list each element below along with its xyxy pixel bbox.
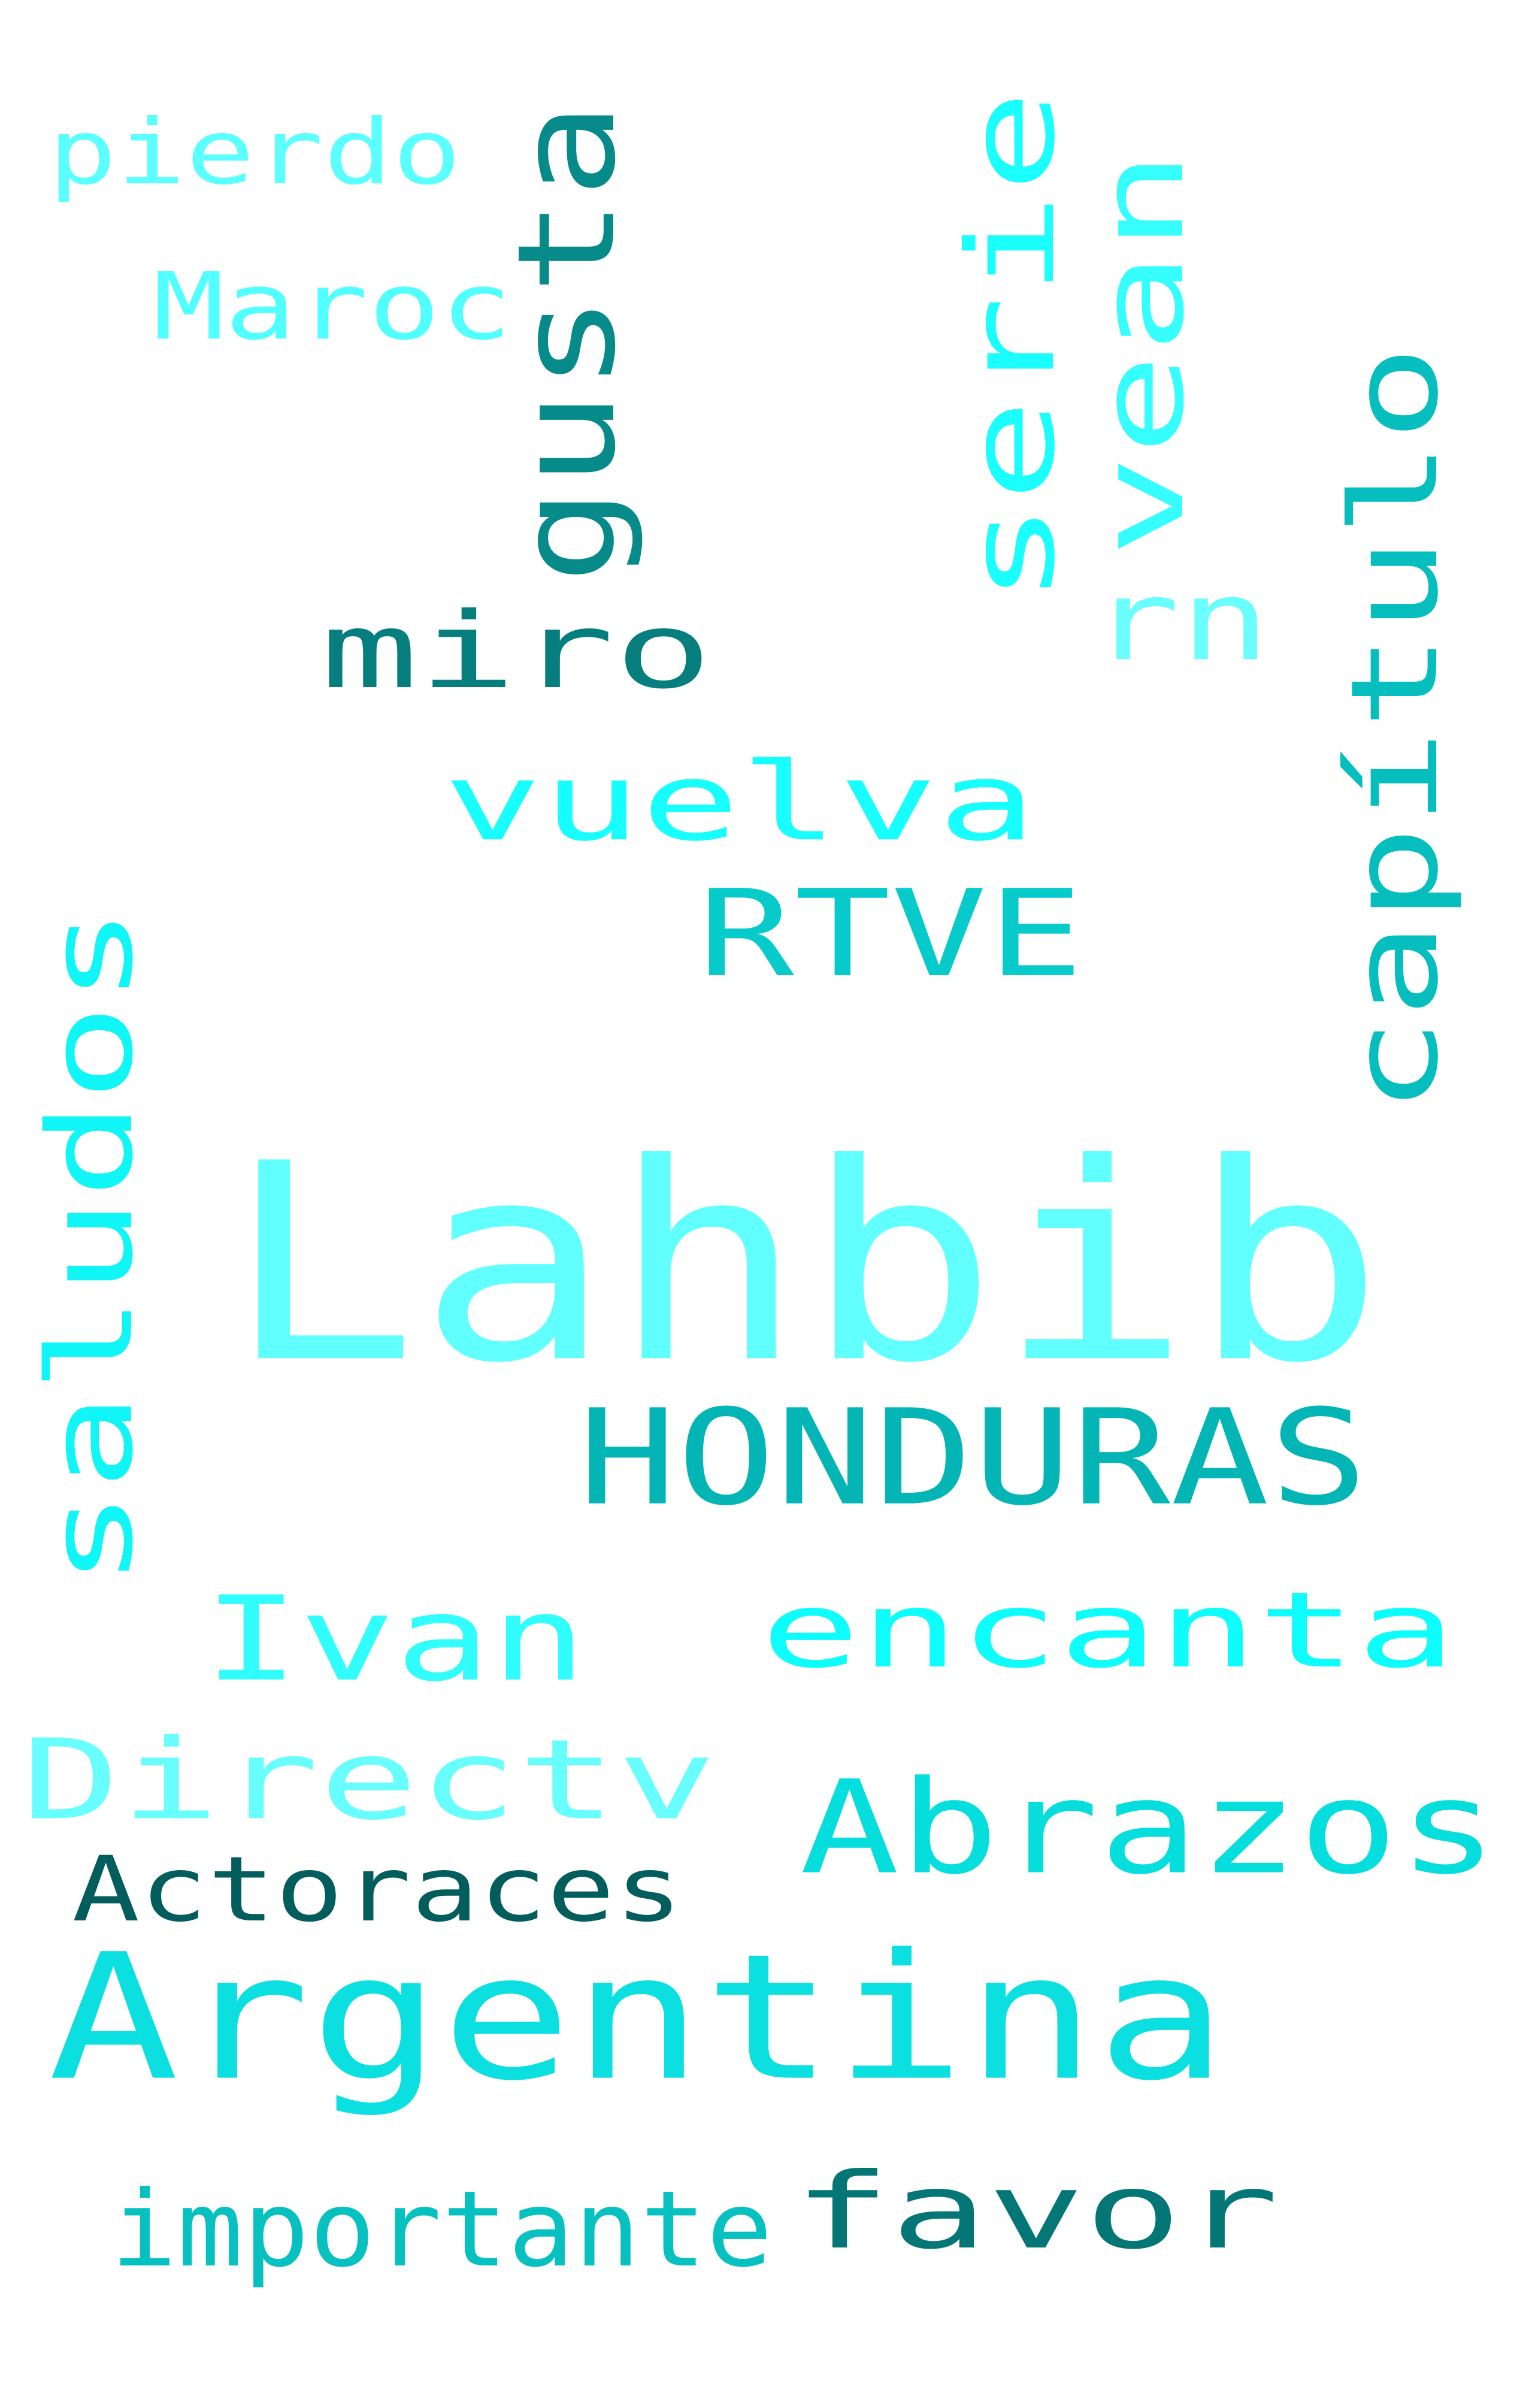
word-serie: serie xyxy=(941,89,1082,605)
word-vuelva: vuelva xyxy=(443,739,1037,866)
word-saludos: saludos xyxy=(22,906,159,1587)
word-directv: Directv xyxy=(21,1715,717,1845)
word-maroc: Maroc xyxy=(153,252,513,361)
word-argentina: Argentina xyxy=(48,1916,1228,2120)
word-miro: miro xyxy=(320,589,713,712)
word-favor: favor xyxy=(794,2150,1279,2273)
word-rn: rn xyxy=(1090,556,1271,686)
word-rtve: RTVE xyxy=(698,864,1084,1004)
word-actoraces: Actoraces xyxy=(72,1837,683,1942)
word-capitulo: capítulo xyxy=(1325,344,1465,1115)
word-lahbib: Lahbib xyxy=(225,1105,1385,1424)
word-ivan: Ivan xyxy=(204,1571,587,1708)
word-encanta: encanta xyxy=(761,1569,1457,1692)
word-importante: importante xyxy=(111,2168,773,2291)
word-honduras: HONDURAS xyxy=(578,1381,1368,1535)
word-vean: vean xyxy=(1073,150,1210,558)
word-abrazos: Abrazos xyxy=(800,1752,1498,1904)
word-gusta: gusta xyxy=(488,101,646,585)
word-pierdo: pierdo xyxy=(48,99,462,205)
